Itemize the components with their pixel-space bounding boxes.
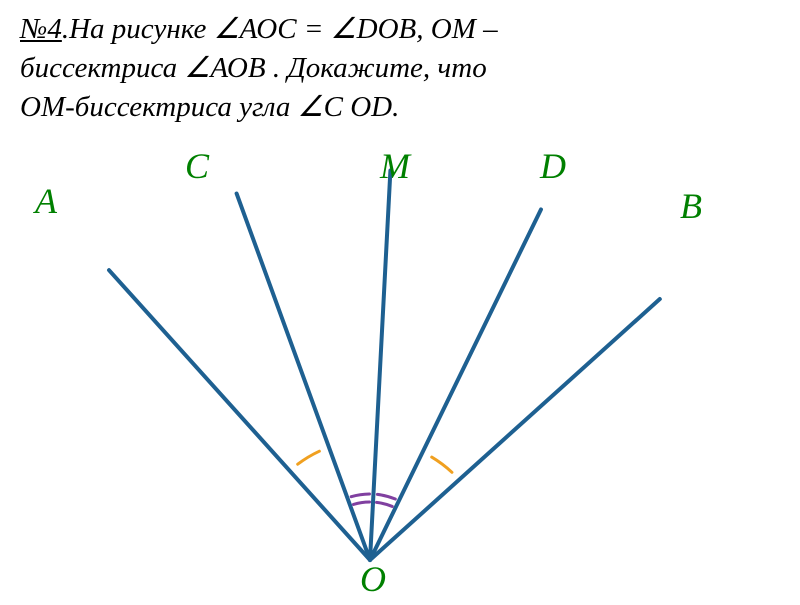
ray-OD — [370, 209, 541, 560]
label-C: C — [185, 145, 209, 187]
angle-cod: ∠С ОD. — [298, 91, 400, 123]
arc-mark-DOB — [432, 457, 452, 472]
angle-aoc: ∠АОС = — [214, 13, 331, 45]
label-A: A — [35, 180, 57, 222]
arc-mark-MOD — [377, 494, 395, 499]
angle-dob: ∠DOB, — [331, 13, 431, 45]
label-B: B — [680, 185, 702, 227]
text-segment-1: .На рисунке — [62, 13, 214, 45]
label-O: O — [360, 558, 386, 600]
label-D: D — [540, 145, 566, 187]
text-segment-om: ОМ – — [431, 13, 498, 45]
arc-mark-AOC — [298, 451, 320, 464]
ray-OA — [109, 270, 370, 560]
problem-number: №4 — [20, 13, 62, 45]
text-segment-4: ОМ-биссектриса угла — [20, 91, 298, 123]
ray-OC — [237, 194, 370, 560]
angle-aob: ∠АОВ . — [184, 52, 287, 84]
label-M: M — [380, 145, 410, 187]
arc-mark-COM — [351, 494, 369, 497]
text-segment-2: биссектриса — [20, 52, 184, 84]
text-segment-3: Докажите, что — [287, 52, 486, 84]
ray-OB — [370, 299, 660, 560]
geometry-diagram: A C M D B O — [0, 130, 800, 600]
arc-mark-COM — [353, 502, 369, 504]
arc-mark-MOD — [377, 502, 393, 506]
problem-statement: №4.На рисунке ∠АОС = ∠DOB, ОМ – биссектр… — [0, 0, 800, 137]
